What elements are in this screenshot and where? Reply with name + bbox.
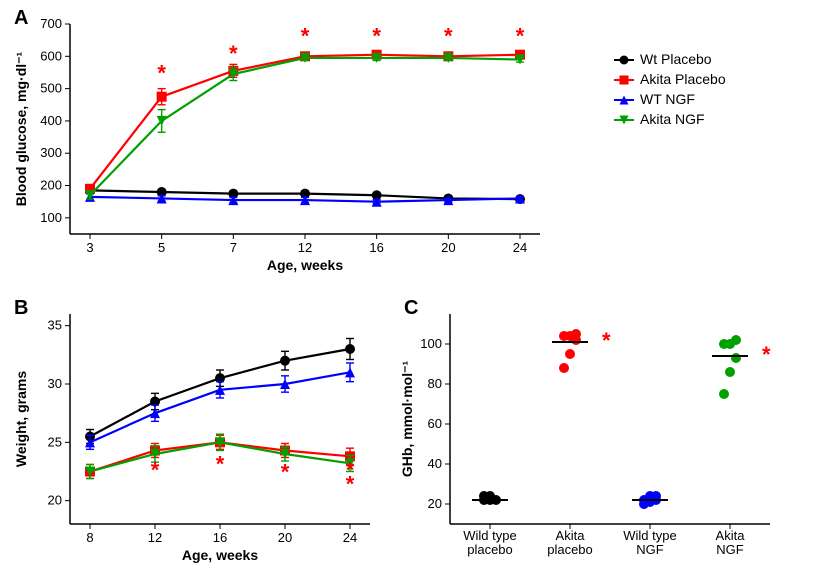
x-tick-label: 7 xyxy=(230,240,237,255)
x-tick-label: 16 xyxy=(369,240,383,255)
significance-star: * xyxy=(516,23,525,48)
y-tick-label: 30 xyxy=(48,376,62,391)
significance-star: * xyxy=(157,61,166,86)
y-axis-label: GHb, mmol·mol⁻¹ xyxy=(399,361,415,478)
category-label: Wild type xyxy=(463,528,516,543)
panel-letter: C xyxy=(404,297,418,319)
y-tick-label: 400 xyxy=(40,113,62,128)
legend-label: Akita NGF xyxy=(640,111,705,127)
category-label: Akita xyxy=(556,528,586,543)
legend-label: Akita Placebo xyxy=(640,71,726,87)
significance-star: * xyxy=(346,457,355,482)
y-tick-label: 200 xyxy=(40,178,62,193)
y-tick-label: 100 xyxy=(40,210,62,225)
y-tick-label: 700 xyxy=(40,16,62,31)
significance-star: * xyxy=(151,457,160,482)
category-label: Akita xyxy=(716,528,746,543)
panel-letter: B xyxy=(14,297,28,319)
category-label: NGF xyxy=(636,542,664,557)
x-tick-label: 20 xyxy=(441,240,455,255)
y-tick-label: 600 xyxy=(40,48,62,63)
category-label: Wild type xyxy=(623,528,676,543)
x-tick-label: 12 xyxy=(148,530,162,545)
x-tick-label: 16 xyxy=(213,530,227,545)
significance-star: * xyxy=(301,23,310,48)
y-tick-label: 80 xyxy=(428,376,442,391)
data-point xyxy=(559,363,569,373)
legend-label: Wt Placebo xyxy=(640,51,712,67)
x-tick-label: 24 xyxy=(513,240,527,255)
y-tick-label: 300 xyxy=(40,145,62,160)
series-line-akita_ngf xyxy=(90,58,520,195)
x-axis-label: Age, weeks xyxy=(182,547,258,563)
significance-star: * xyxy=(372,23,381,48)
data-point xyxy=(719,389,729,399)
category-label: NGF xyxy=(716,542,744,557)
y-tick-label: 60 xyxy=(428,416,442,431)
y-tick-label: 500 xyxy=(40,81,62,96)
significance-star: * xyxy=(444,23,453,48)
panel-letter: A xyxy=(14,7,28,29)
category-label: placebo xyxy=(467,542,513,557)
data-point xyxy=(565,349,575,359)
significance-star: * xyxy=(229,41,238,66)
x-tick-label: 5 xyxy=(158,240,165,255)
legend-label: WT NGF xyxy=(640,91,695,107)
x-tick-label: 12 xyxy=(298,240,312,255)
category-label: placebo xyxy=(547,542,593,557)
x-tick-label: 8 xyxy=(86,530,93,545)
significance-star: * xyxy=(281,460,290,485)
y-tick-label: 25 xyxy=(48,434,62,449)
y-tick-label: 100 xyxy=(420,336,442,351)
x-tick-label: 24 xyxy=(343,530,357,545)
series-line-akita_placebo xyxy=(90,55,520,189)
y-axis-label: Weight, grams xyxy=(13,371,29,467)
data-point xyxy=(725,367,735,377)
y-tick-label: 20 xyxy=(48,493,62,508)
data-point xyxy=(731,353,741,363)
significance-star: * xyxy=(216,452,225,477)
x-tick-label: 20 xyxy=(278,530,292,545)
y-tick-label: 35 xyxy=(48,318,62,333)
significance-star: * xyxy=(602,328,611,353)
y-axis-label: Blood glucose, mg·dl⁻¹ xyxy=(13,51,29,206)
data-point xyxy=(571,329,581,339)
significance-star: * xyxy=(762,342,771,367)
x-axis-label: Age, weeks xyxy=(267,257,343,273)
data-point xyxy=(731,335,741,345)
y-tick-label: 40 xyxy=(428,456,442,471)
y-tick-label: 20 xyxy=(428,496,442,511)
x-tick-label: 3 xyxy=(86,240,93,255)
